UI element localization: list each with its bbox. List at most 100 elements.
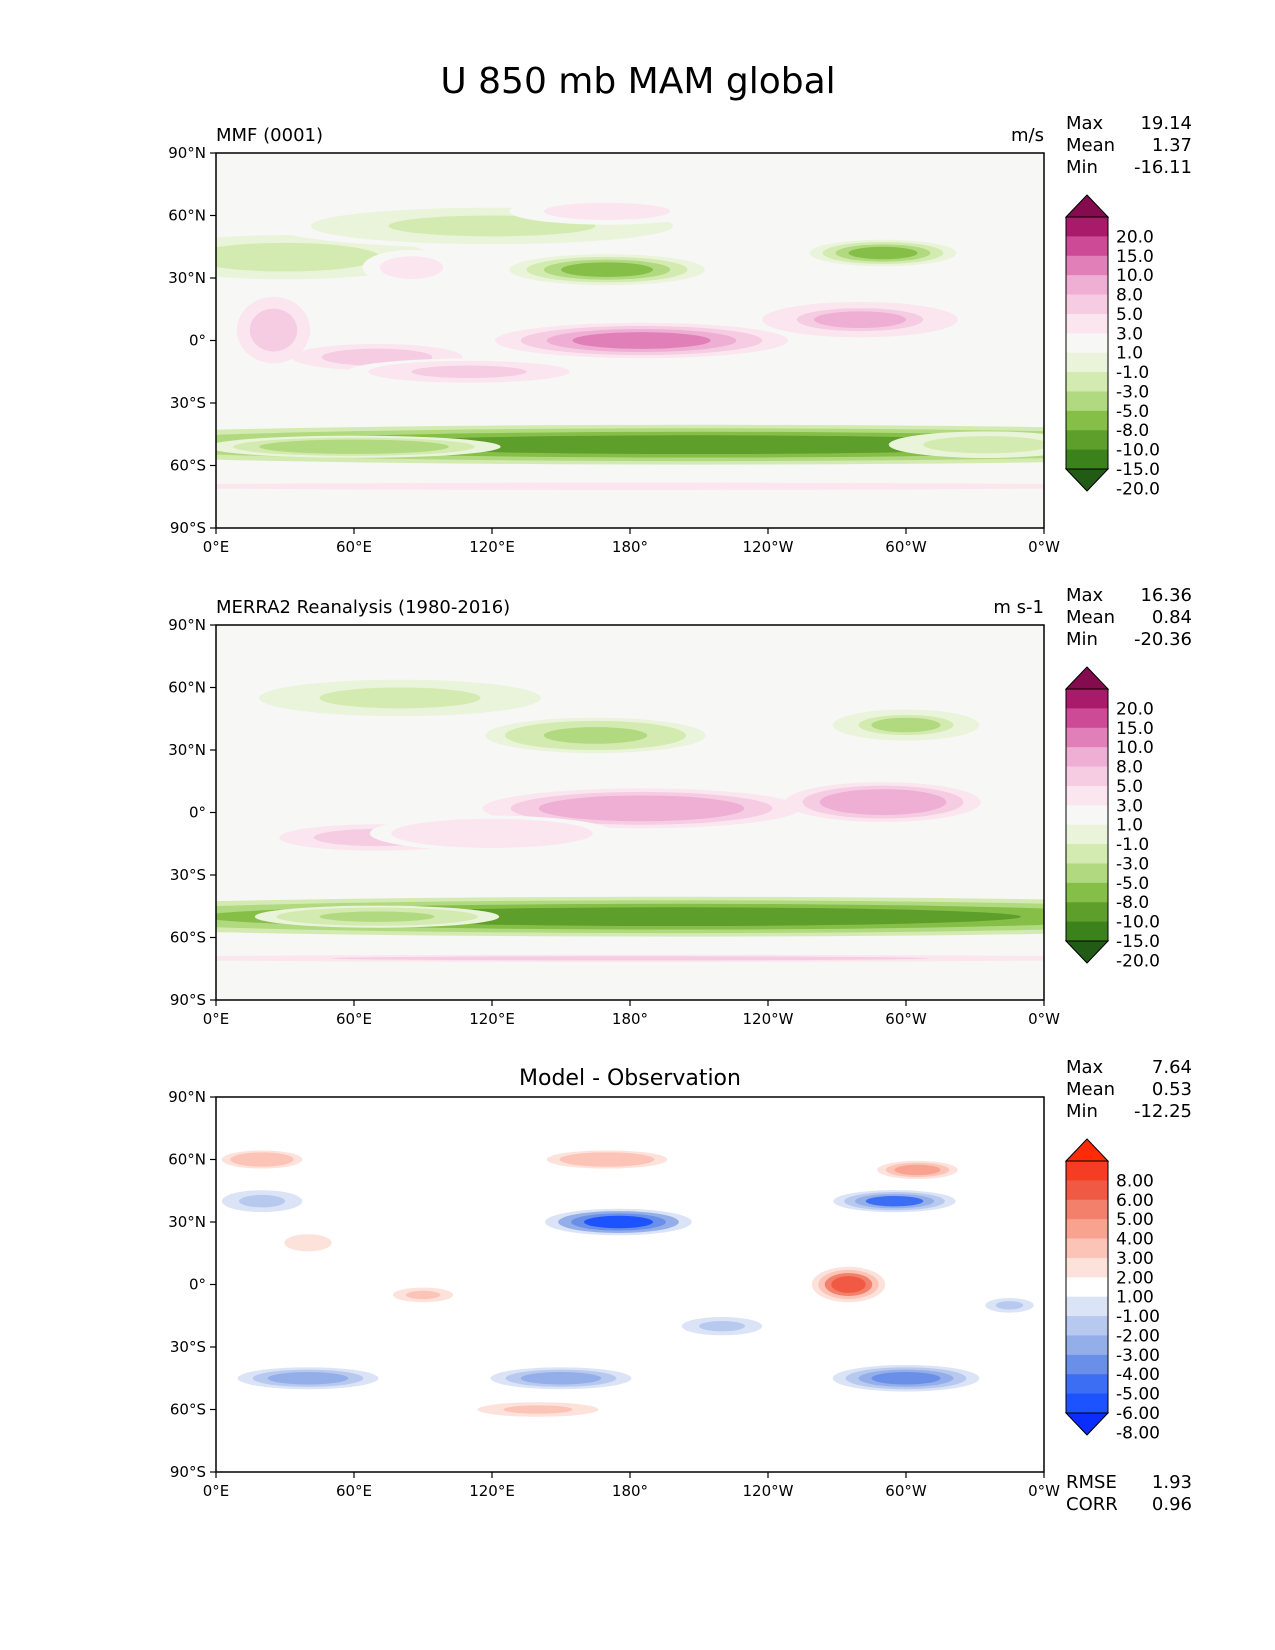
panel-title-left: MERRA2 Reanalysis (1980-2016) (216, 597, 510, 618)
stat-value-mean: 0.53 (1152, 1079, 1192, 1100)
colorbar-label: -2.00 (1116, 1326, 1160, 1346)
colorbar-band (1066, 844, 1108, 864)
colorbar-label: 20.0 (1116, 699, 1154, 719)
lon-tick-label: 0°E (203, 1482, 230, 1500)
lon-tick-label: 120°E (469, 538, 515, 556)
lon-tick-label: 60°W (885, 1482, 927, 1500)
colorbar-band (1066, 863, 1108, 884)
colorbar-band (1066, 313, 1108, 334)
stat-label-min: Min (1066, 157, 1098, 178)
colorbar-band (1066, 352, 1108, 373)
colorbar-band (1066, 785, 1108, 806)
contour-14-level-3 (561, 205, 653, 218)
contour-14-level-3 (503, 1405, 573, 1414)
contour-13-level-3 (290, 1236, 326, 1250)
colorbar-band (1066, 236, 1108, 257)
stat-label-mean: Mean (1066, 135, 1115, 156)
lon-tick-label: 0°W (1028, 538, 1060, 556)
contour-9-level-3 (572, 332, 711, 349)
colorbar-band (1066, 727, 1108, 748)
lon-tick-label: 60°E (336, 538, 372, 556)
lon-tick-label: 0°E (203, 538, 230, 556)
colorbar-label: 3.00 (1116, 1249, 1154, 1269)
stat-value-mean: 0.84 (1152, 607, 1192, 628)
colorbar-band (1066, 1199, 1108, 1220)
lon-tick-label: 0°W (1028, 1482, 1060, 1500)
lat-tick-label: 60°N (168, 207, 206, 225)
lat-tick-label: 60°S (170, 929, 206, 947)
contour-12-level-3 (256, 314, 291, 346)
contour-2-level-3 (940, 438, 1033, 451)
lat-tick-label: 90°N (168, 144, 206, 162)
stat-value-mean: 1.37 (1152, 135, 1192, 156)
colorbar-band (1066, 275, 1108, 296)
colorbar-extend-max (1064, 666, 1110, 690)
panel-units: m s-1 (993, 597, 1044, 618)
contour-6-level-3 (239, 1194, 285, 1208)
stat-value-max: 7.64 (1152, 1057, 1192, 1078)
contour-4-level-3 (561, 262, 653, 277)
lon-tick-label: 180° (612, 1010, 648, 1028)
colorbar-label: 10.0 (1116, 266, 1154, 286)
lon-tick-label: 120°E (469, 1010, 515, 1028)
lat-tick-label: 60°S (170, 457, 206, 475)
contour-4-level-3 (871, 717, 941, 733)
stat-label-max: Max (1066, 1057, 1104, 1078)
contour-field (216, 1097, 1044, 1472)
contour-7-level-3 (837, 792, 929, 812)
lon-tick-label: 120°W (743, 1010, 794, 1028)
colorbar-band (1066, 921, 1108, 942)
contour-11-level-3 (336, 350, 418, 364)
colorbar-band (1066, 1257, 1108, 1278)
colorbar-label: -1.00 (1116, 1307, 1160, 1327)
colorbar-label: 20.0 (1116, 227, 1154, 247)
lat-tick-label: 90°S (170, 1463, 206, 1481)
colorbar-label: 1.0 (1116, 344, 1143, 364)
colorbar-label: -3.00 (1116, 1346, 1160, 1366)
colorbar-label: -1.0 (1116, 363, 1149, 383)
colorbar-label: 6.00 (1116, 1191, 1154, 1211)
rmse-label: RMSE (1066, 1472, 1117, 1493)
lat-tick-label: 30°S (170, 1338, 206, 1356)
colorbar-label: -20.0 (1116, 479, 1160, 499)
colorbar-band (1066, 1393, 1108, 1414)
colorbar-label: 5.0 (1116, 777, 1143, 797)
panel-title-left: MMF (0001) (216, 125, 323, 146)
colorbar-band (1066, 902, 1108, 923)
colorbar-band (1066, 372, 1108, 392)
lon-tick-label: 120°W (743, 1482, 794, 1500)
stat-label-min: Min (1066, 1101, 1098, 1122)
stat-value-min: -20.36 (1134, 629, 1192, 650)
contour-0-level-3 (354, 435, 1044, 455)
lon-tick-label: 60°W (885, 538, 927, 556)
colorbar-label: -15.0 (1116, 460, 1160, 480)
colorbar-band (1066, 1219, 1108, 1240)
colorbar-extend-min (1064, 1412, 1110, 1436)
lon-tick-label: 180° (612, 538, 648, 556)
colorbar-label: 5.0 (1116, 305, 1143, 325)
colorbar-band (1066, 255, 1108, 276)
lat-tick-label: 0° (189, 1276, 206, 1294)
colorbar-label: 3.0 (1116, 324, 1143, 344)
contour-3-level-3 (267, 1372, 349, 1385)
lon-tick-label: 60°E (336, 1010, 372, 1028)
lat-tick-label: 30°N (168, 269, 206, 287)
lat-tick-label: 60°N (168, 679, 206, 697)
contour-8-level-3 (388, 259, 435, 276)
colorbar-band (1066, 708, 1108, 729)
lat-tick-label: 60°N (168, 1151, 206, 1169)
contour-10-level-3 (239, 1154, 285, 1165)
stat-value-min: -12.25 (1134, 1101, 1192, 1122)
colorbar-label: 1.0 (1116, 816, 1143, 836)
contour-field (216, 625, 1044, 1000)
colorbar: 20.015.010.08.05.03.01.0-1.0-3.0-5.0-8.0… (1064, 666, 1160, 971)
map-panel-2: 90°N 60°N 30°N 0° 30°S 60°S 90°S0°E 60°E 120°E 18… (168, 585, 1192, 1028)
colorbar-label: -10.0 (1116, 441, 1160, 461)
colorbar-label: -4.00 (1116, 1365, 1160, 1385)
stat-value-min: -16.11 (1134, 157, 1192, 178)
contour-5-level-3 (319, 687, 481, 709)
corr-label: CORR (1066, 1494, 1118, 1515)
colorbar-label: -20.0 (1116, 951, 1160, 971)
lat-tick-label: 90°S (170, 991, 206, 1009)
